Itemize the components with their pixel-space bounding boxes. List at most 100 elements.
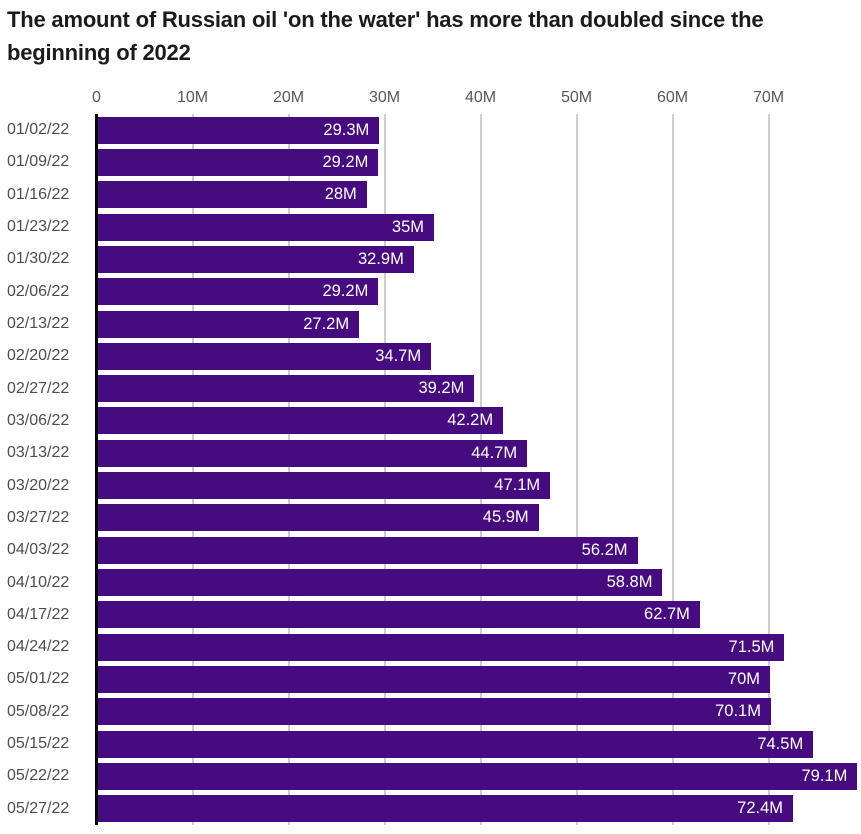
category-label: 05/08/22 [7,702,70,720]
category-label: 04/03/22 [7,541,70,559]
category-label: 04/24/22 [7,638,70,656]
gridline [671,114,674,825]
gridline [767,114,770,825]
bar-value-label: 32.9M [357,249,404,268]
category-label: 05/15/22 [7,735,70,753]
x-tick-label: 40M [464,89,497,106]
bar-value-label: 79.1M [801,766,848,785]
bar-value-label: 71.5M [728,637,775,656]
bar-rows: 01/02/22 29.3M 01/09/22 29.2M 01/16/22 28M 01/… [0,114,861,825]
category-label: 05/01/22 [7,670,70,688]
bar-value-label: 42.2M [447,411,494,430]
bar-row: 05/22/22 79.1M [0,760,861,792]
chart-title: The amount of Russian oil 'on the water'… [7,7,764,65]
bar-row: 01/02/22 29.3M [0,114,861,146]
category-label: 02/20/22 [7,347,70,365]
bar-value-label: 29.2M [322,282,369,301]
x-tick-label: 30M [368,89,401,106]
x-tick-label: 50M [560,89,593,106]
category-label: 02/27/22 [7,379,70,397]
bar-value-label: 29.2M [322,152,369,171]
bar-value-label: 45.9M [482,508,529,527]
bar-value-label: 34.7M [375,346,422,365]
bar: 58.8M [98,569,663,597]
bar-row: 03/27/22 45.9M [0,502,861,534]
x-tick-label: 70M [752,89,785,106]
category-label: 01/23/22 [7,218,70,236]
bar-row: 02/20/22 34.7M [0,340,861,372]
bar-value-label: 39.2M [418,379,465,398]
bar: 62.7M [98,601,700,629]
bar-row: 01/09/22 29.2M [0,146,861,178]
bar-value-label: 35M [391,217,424,236]
bar-row: 05/15/22 74.5M [0,728,861,760]
bar: 32.9M [98,245,414,273]
bar-row: 01/23/22 35M [0,211,861,243]
category-label: 04/10/22 [7,573,70,591]
category-label: 01/02/22 [7,121,70,139]
bar-row: 02/13/22 27.2M [0,308,861,340]
bar: 34.7M [98,342,432,370]
bar-value-label: 28M [324,185,357,204]
y-axis-line [95,114,98,825]
bar: 56.2M [98,536,638,564]
bar-value-label: 27.2M [303,314,350,333]
bar: 42.2M [98,407,504,435]
x-tick-label: 60M [656,89,689,106]
bar-row: 04/03/22 56.2M [0,534,861,566]
bar-value-label: 62.7M [644,605,690,624]
category-label: 03/20/22 [7,476,70,494]
category-label: 02/06/22 [7,282,70,300]
category-label: 05/27/22 [7,799,70,817]
bar-value-label: 29.3M [323,120,370,139]
bar: 45.9M [98,504,539,532]
bar-value-label: 47.1M [494,476,541,495]
bar: 70M [98,665,770,693]
bar-value-label: 70.1M [715,702,761,721]
category-label: 03/13/22 [7,444,70,462]
bar-value-label: 56.2M [581,540,628,559]
bar-value-label: 58.8M [606,573,653,592]
bar-row: 03/20/22 47.1M [0,469,861,501]
gridline [191,114,194,825]
bar-row: 01/16/22 28M [0,179,861,211]
category-label: 01/09/22 [7,153,70,171]
bar-row: 05/08/22 70.1M [0,696,861,728]
bar: 74.5M [98,730,814,758]
bar-row: 02/06/22 29.2M [0,276,861,308]
bar-row: 04/17/22 62.7M [0,599,861,631]
bar: 47.1M [98,472,551,500]
bar: 39.2M [98,375,475,403]
bar-value-label: 72.4M [737,799,784,818]
bar: 27.2M [98,310,360,338]
category-label: 04/17/22 [7,605,70,623]
bar-row: 05/27/22 72.4M [0,793,861,825]
bar: 35M [98,213,434,241]
category-label: 01/30/22 [7,250,70,268]
bar: 29.2M [98,278,379,306]
gridline [287,114,290,825]
bar: 70.1M [98,698,771,726]
x-axis-ticks: 0 10M 20M 30M 40M 50M 60M 70M [0,86,861,110]
bar-row: 03/06/22 42.2M [0,405,861,437]
bar-row: 01/30/22 32.9M [0,243,861,275]
x-tick-label: 20M [272,89,305,106]
bar-row: 04/24/22 71.5M [0,631,861,663]
bar-row: 04/10/22 58.8M [0,566,861,598]
bar-row: 02/27/22 39.2M [0,373,861,405]
bar-value-label: 74.5M [757,734,804,753]
bar: 71.5M [98,633,785,661]
category-label: 05/22/22 [7,767,70,785]
gridline [479,114,482,825]
bar: 28M [98,181,367,209]
category-label: 01/16/22 [7,185,70,203]
plot-area [95,114,861,825]
bar: 72.4M [98,795,794,823]
bar: 29.2M [98,148,379,176]
bar: 29.3M [98,116,380,144]
bar-row: 05/01/22 70M [0,663,861,695]
category-label: 03/06/22 [7,411,70,429]
gridline [383,114,386,825]
bar-value-label: 44.7M [471,443,518,462]
